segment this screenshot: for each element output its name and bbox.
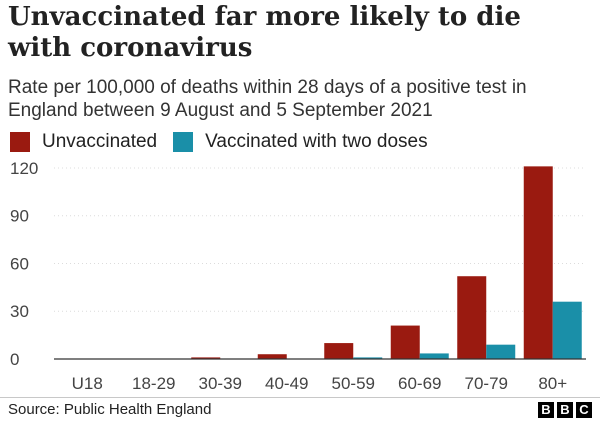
bar-vaccinated: [353, 357, 383, 359]
legend: Unvaccinated Vaccinated with two doses: [10, 130, 444, 154]
legend-item-vaccinated: Vaccinated with two doses: [173, 131, 428, 153]
bar-unvaccinated: [257, 354, 287, 359]
legend-swatch-unvaccinated: [10, 132, 30, 152]
legend-label-vaccinated: Vaccinated with two doses: [205, 131, 428, 152]
legend-item-unvaccinated: Unvaccinated: [10, 131, 157, 153]
y-tick-label: 120: [10, 159, 38, 178]
bar-unvaccinated: [523, 166, 553, 359]
logo-letter: C: [576, 402, 592, 418]
y-tick-label: 60: [10, 254, 29, 273]
bar-unvaccinated: [457, 276, 487, 359]
x-tick-label: 70-79: [465, 374, 508, 393]
bar-vaccinated: [552, 301, 582, 359]
bar-chart: 0 30 60 90 120 U18 18-29 30-39 40-49 50-59 60-69 70…: [10, 159, 586, 393]
x-tick-label: 80+: [538, 374, 567, 393]
x-tick-label: 18-29: [132, 374, 175, 393]
bar-unvaccinated: [191, 357, 221, 359]
chart-title: Unvaccinated far more likely to die with…: [8, 2, 521, 63]
legend-swatch-vaccinated: [173, 132, 194, 152]
chart-subtitle: Rate per 100,000 of deaths within 28 day…: [8, 77, 527, 121]
y-tick-label: 30: [10, 302, 29, 321]
source-note: Source: Public Health England: [8, 401, 212, 418]
bar-vaccinated: [419, 353, 449, 359]
x-tick-label: 40-49: [265, 374, 308, 393]
x-tick-label: U18: [72, 374, 103, 393]
legend-label-unvaccinated: Unvaccinated: [42, 131, 158, 152]
y-tick-label: 90: [10, 207, 29, 226]
logo-letter: B: [538, 402, 554, 418]
x-tick-label: 50-59: [332, 374, 375, 393]
logo-letter: B: [557, 402, 573, 418]
y-tick-label: 0: [10, 350, 19, 369]
bar-unvaccinated: [390, 325, 420, 359]
footer-divider: [0, 397, 600, 398]
bbc-logo: B B C: [538, 402, 592, 418]
x-tick-label: 30-39: [199, 374, 242, 393]
x-tick-label: 60-69: [398, 374, 441, 393]
bar-unvaccinated: [324, 343, 354, 359]
bar-vaccinated: [486, 344, 516, 359]
